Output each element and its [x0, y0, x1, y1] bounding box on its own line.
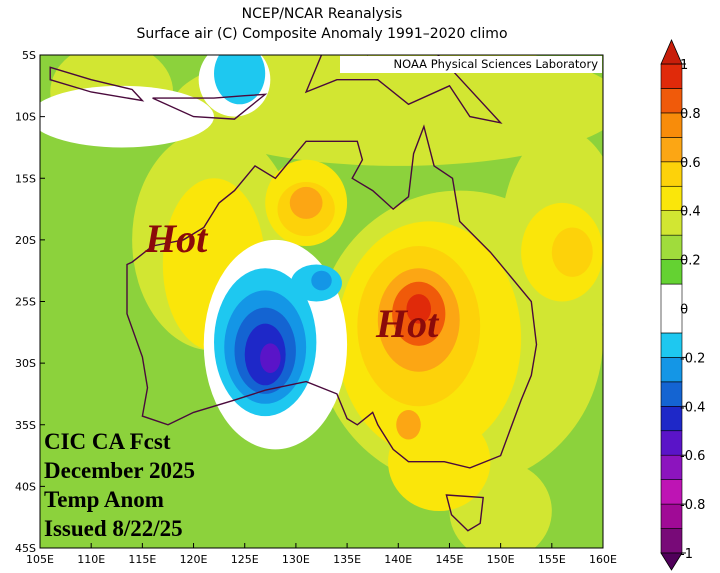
anomaly-region	[173, 55, 603, 166]
lon-tick-label: 120E	[180, 553, 208, 566]
coastline	[49, 55, 538, 532]
anomaly-region	[311, 270, 332, 291]
anomaly-region	[214, 55, 266, 105]
annotation: Hot	[144, 216, 209, 261]
forecast-label: December 2025	[44, 458, 195, 483]
colorbar-band	[660, 381, 683, 407]
colorbar-under	[660, 552, 683, 571]
colorbar-band	[660, 283, 683, 334]
anomaly-region	[406, 294, 432, 324]
colorbar-band	[660, 161, 683, 187]
colorbar-tick-label: -0.4	[680, 400, 705, 415]
lon-tick-label: 160E	[589, 553, 617, 566]
anomaly-region	[551, 227, 593, 277]
lon-tick-label: 105E	[26, 553, 54, 566]
lon-tick-label: 125E	[231, 553, 259, 566]
colorbar-band	[660, 357, 683, 383]
colorbar-band	[660, 479, 683, 505]
lon-tick-label: 110E	[77, 553, 105, 566]
colorbar-tick-label: 0.6	[680, 156, 701, 171]
colorbar-band	[660, 234, 683, 260]
colorbar-tick-label: 1	[680, 58, 688, 73]
colorbar-band	[660, 88, 683, 114]
colorbar-tick-label: 0.8	[680, 107, 701, 122]
colorbar-band	[660, 332, 683, 358]
anomaly-region	[396, 409, 421, 440]
java	[49, 66, 145, 102]
anomaly-region	[40, 85, 214, 148]
colorbar-band	[660, 63, 683, 89]
lat-tick-label: 10S	[15, 111, 36, 124]
lon-tick-label: 115E	[128, 553, 156, 566]
anomaly-region	[289, 186, 323, 219]
lat-tick-label: 30S	[15, 357, 36, 370]
colorbar-band	[660, 112, 683, 138]
lat-tick-label: 15S	[15, 172, 36, 185]
colorbar-band	[660, 259, 683, 285]
colorbar-tick-label: -0.8	[680, 498, 705, 513]
lon-tick-label: 140E	[384, 553, 412, 566]
lon-tick-label: 130E	[282, 553, 310, 566]
colorbar-band	[660, 405, 683, 432]
colorbar-band	[660, 430, 683, 456]
colorbar-band	[660, 503, 683, 529]
lat-tick-label: 5S	[22, 49, 36, 62]
colorbar-tick-label: 0.4	[680, 205, 701, 220]
credit-box	[340, 56, 602, 73]
subtitle: Surface air (C) Composite Anomaly 1991–2…	[136, 26, 507, 42]
forecast-label: Temp Anom	[44, 487, 164, 512]
new-guinea	[304, 55, 503, 124]
lon-tick-label: 150E	[487, 553, 515, 566]
lat-tick-label: 35S	[15, 419, 36, 432]
colorbar-band	[660, 210, 683, 236]
lat-tick-label: 25S	[15, 296, 36, 309]
lat-tick-label: 40S	[15, 480, 36, 493]
islands	[152, 93, 268, 120]
colorbar-tick-label: -0.2	[680, 351, 705, 366]
australia	[126, 124, 538, 469]
colorbar-band	[660, 454, 683, 480]
colorbar-tick-label: -0.6	[680, 449, 705, 464]
tasmania	[445, 494, 484, 532]
annotation: Hot	[375, 301, 440, 346]
colorbar-tick-label: -1	[680, 547, 693, 562]
anomaly-region	[260, 343, 281, 373]
colorbar-over	[660, 39, 683, 65]
lat-tick-label: 45S	[15, 542, 36, 555]
colorbar-band	[660, 185, 683, 212]
colorbar-band	[660, 528, 683, 554]
lon-tick-label: 145E	[435, 553, 463, 566]
credit: NOAA Physical Sciences Laboratory	[394, 57, 599, 71]
lon-tick-label: 155E	[538, 553, 566, 566]
colorbar-band	[660, 137, 683, 163]
colorbar-tick-label: 0.2	[680, 254, 701, 269]
lat-tick-label: 20S	[15, 234, 36, 247]
title: NCEP/NCAR Reanalysis	[242, 6, 403, 22]
forecast-label: CIC CA Fcst	[44, 429, 171, 454]
lon-tick-label: 135E	[333, 553, 361, 566]
forecast-label: Issued 8/22/25	[44, 516, 183, 541]
colorbar-tick-label: 0	[680, 303, 688, 318]
